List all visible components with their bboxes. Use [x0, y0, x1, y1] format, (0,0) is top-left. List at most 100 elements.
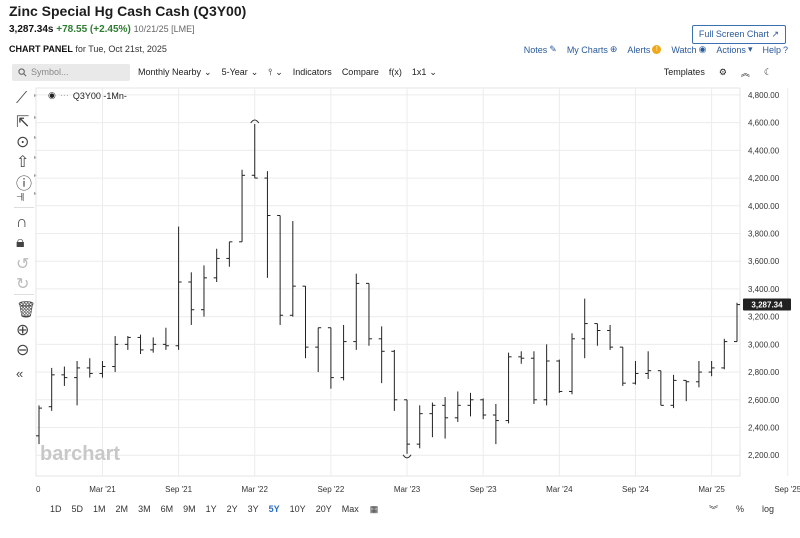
- percent-scale-toggle[interactable]: %: [735, 504, 744, 514]
- range-button-9m[interactable]: 9M: [183, 504, 196, 514]
- my-charts-link[interactable]: My Charts ⊕: [567, 44, 618, 55]
- compare-button[interactable]: Compare: [342, 67, 379, 77]
- high-marker: [250, 119, 260, 124]
- ohlc-bar: [277, 214, 284, 325]
- notes-link[interactable]: Notes ✎: [524, 44, 557, 55]
- ohlc-bar: [632, 360, 639, 385]
- double-chevron-down-icon[interactable]: ︾: [708, 504, 718, 515]
- ohlc-bar: [36, 405, 42, 445]
- x-tick-label: Mar '24: [546, 485, 573, 494]
- ohlc-bar: [213, 248, 220, 282]
- range-buttons: 1D 5D 1M 2M 3M 6M 9M 1Y 2Y 3Y 5Y 10Y 20Y Max: [45, 504, 364, 514]
- help-link[interactable]: Help?: [762, 44, 788, 55]
- y-tick-label: 4,600.00: [748, 119, 780, 128]
- indicators-button[interactable]: Indicators: [293, 67, 332, 77]
- range-bar: 1D 5D 1M 2M 3M 6M 9M 1Y 2Y 3Y 5Y 10Y 20Y Max ▦ ︾ % lo…: [0, 498, 800, 520]
- magnet-icon[interactable]: ∩: [16, 214, 28, 231]
- ohlc-bar: [74, 360, 81, 406]
- my-charts-label: My Charts: [566, 44, 608, 55]
- more-dots-icon[interactable]: ⋯: [59, 90, 69, 100]
- ohlc-bar: [302, 285, 309, 359]
- range-button-20y[interactable]: 20Y: [315, 504, 332, 514]
- ohlc-bar: [264, 171, 271, 278]
- range-button-10y[interactable]: 10Y: [289, 504, 306, 514]
- alerts-link[interactable]: Alerts!: [627, 44, 662, 55]
- ohlc-bar: [543, 344, 550, 406]
- series-legend: ◉ ⋯ Q3Y00 -1Mn-: [48, 90, 127, 101]
- ohlc-bar: [454, 391, 461, 422]
- function-label: f(x): [388, 67, 402, 77]
- range-button-2y[interactable]: 2Y: [226, 504, 238, 514]
- full-screen-label: Full Screen Chart: [698, 29, 769, 39]
- ohlc-bar: [581, 298, 588, 359]
- range-button-1y[interactable]: 1Y: [205, 504, 217, 514]
- calendar-icon[interactable]: ▦: [369, 503, 379, 514]
- chart-panel-date: for Tue, Oct 21st, 2025: [75, 44, 167, 54]
- chevron-down-icon: ⌄: [250, 66, 259, 77]
- double-chevron-up-icon[interactable]: ︽: [740, 67, 750, 78]
- range-button-1d[interactable]: 1D: [50, 504, 62, 514]
- quote-line: 3,287.34s +78.55 (+2.45%) 10/21/25 [LME]: [9, 24, 195, 35]
- chart-panel-title: CHART PANEL: [9, 44, 73, 54]
- x-tick-label: Mar '23: [394, 485, 421, 494]
- ohlc-bar: [492, 403, 499, 445]
- range-button-5y[interactable]: 5Y: [268, 504, 280, 514]
- range-button-6m[interactable]: 6M: [160, 504, 174, 514]
- layout-dropdown[interactable]: 1x1 ⌄: [412, 67, 437, 78]
- collapse-sidebar-icon[interactable]: «: [16, 366, 24, 381]
- gear-icon[interactable]: ⚙: [718, 66, 727, 77]
- ohlc-bar: [416, 405, 423, 449]
- range-dropdown[interactable]: 5-Year ⌄: [222, 67, 259, 78]
- caret-down-icon: ▾: [747, 44, 753, 54]
- chart-panel-label: CHART PANEL for Tue, Oct 21st, 2025: [9, 44, 167, 54]
- x-tick-label: Sep '25: [774, 485, 800, 494]
- lock-icon[interactable]: 🔒︎: [16, 234, 25, 251]
- actions-menu[interactable]: Actions ▾: [716, 44, 752, 55]
- low-marker: [402, 454, 412, 459]
- period-dropdown[interactable]: Monthly Nearby ⌄: [138, 67, 212, 78]
- eye-icon[interactable]: ◉: [48, 90, 56, 100]
- sidebar-divider: [14, 294, 34, 295]
- series-name: Q3Y00 -1Mn-: [72, 90, 127, 101]
- scale-options: ︾ % log: [709, 503, 774, 516]
- range-button-1m[interactable]: 1M: [93, 504, 106, 514]
- y-tick-label: 3,200.00: [748, 313, 780, 322]
- alerts-label: Alerts: [627, 44, 651, 55]
- watch-link[interactable]: Watch ◉: [671, 44, 706, 55]
- ohlc-bar: [175, 226, 182, 350]
- symbol-search-input[interactable]: Symbol...: [12, 63, 130, 81]
- ohlc-bar: [556, 359, 563, 393]
- ohlc-bar: [391, 349, 398, 411]
- current-price-tag: [743, 298, 791, 311]
- sidebar-divider: [14, 207, 34, 208]
- range-button-3m[interactable]: 3M: [138, 504, 151, 514]
- ohlc-bar: [340, 324, 347, 381]
- price-chart-svg[interactable]: 2,200.00 2,400.00 2,600.00 2,800.00 3,000.00…: [0, 86, 800, 496]
- ohlc-bar: [112, 336, 119, 373]
- eye-icon: ◉: [698, 44, 707, 54]
- ohlc-bar: [378, 326, 385, 384]
- layout-label: 1x1: [411, 67, 427, 77]
- templates-button[interactable]: Templates: [663, 67, 705, 77]
- ohlc-bar: [365, 282, 372, 346]
- ohlc-bar: [695, 360, 702, 388]
- search-icon: [18, 67, 27, 76]
- full-screen-chart-button[interactable]: Full Screen Chart ↗: [691, 25, 786, 44]
- range-button-2m[interactable]: 2M: [115, 504, 129, 514]
- top-links: Notes ✎ My Charts ⊕ Alerts! Watch ◉ Actions…: [524, 44, 788, 55]
- chart-type-dropdown[interactable]: ⫯ ⌄: [268, 67, 282, 78]
- range-button-max[interactable]: Max: [341, 504, 359, 514]
- chart-area[interactable]: 2,200.00 2,400.00 2,600.00 2,800.00 3,000.00…: [0, 86, 800, 496]
- moon-icon[interactable]: ☾: [763, 66, 772, 77]
- x-tick-label: Sep '23: [470, 485, 497, 494]
- y-tick-label: 2,600.00: [748, 396, 780, 405]
- y-tick-label: 4,400.00: [748, 146, 780, 155]
- function-button[interactable]: f(x): [389, 67, 402, 77]
- range-button-5d[interactable]: 5D: [71, 504, 84, 514]
- ohlc-bar: [48, 367, 55, 411]
- ohlc-bar: [137, 334, 144, 355]
- log-scale-toggle[interactable]: log: [761, 504, 774, 514]
- last-price: 3,287.34s: [9, 24, 54, 35]
- toolbar-right: Templates ⚙ ︽ ☾: [664, 66, 772, 79]
- range-button-3y[interactable]: 3Y: [247, 504, 259, 514]
